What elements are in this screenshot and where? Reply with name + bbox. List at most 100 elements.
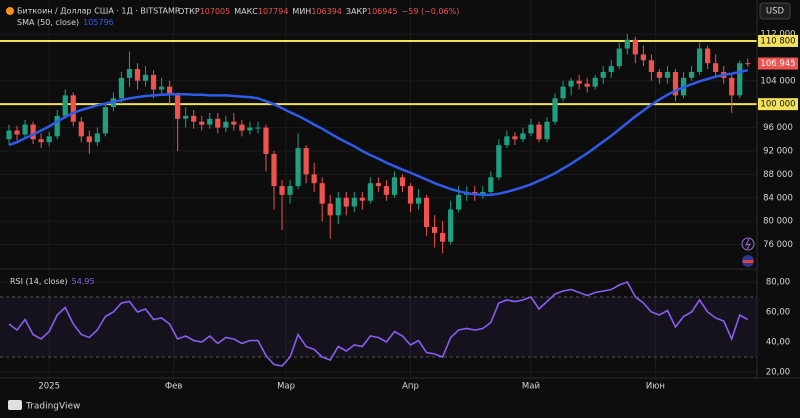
y-tick-label: 96 000 (763, 123, 793, 133)
candle-body (78, 121, 84, 137)
candle-body (576, 80, 582, 84)
y-tick-label: 80,00 (766, 278, 790, 288)
candle-body (440, 232, 446, 242)
brand: TradingView (8, 400, 80, 412)
flag-stripe (743, 260, 753, 263)
y-tick-label: 104 000 (760, 76, 795, 86)
last-price-label: 106 945 (760, 59, 795, 69)
candle-body (448, 209, 454, 242)
x-tick-label: Апр (402, 382, 419, 392)
candle-body (415, 197, 422, 204)
candle-body (705, 48, 711, 64)
sma-value: 105796 (83, 18, 114, 27)
candle-body (367, 183, 373, 201)
candle-body (624, 39, 630, 49)
change: −59 (−0,06%) (402, 7, 460, 16)
y-tick-label: 112 000 (760, 29, 795, 39)
candle-body (295, 148, 301, 187)
candle-body (118, 77, 125, 99)
ohlc-value: 107794 (258, 7, 289, 16)
sma-name: SMA (50, close) (17, 18, 79, 27)
candle-body (399, 177, 406, 187)
candle-body (552, 98, 558, 122)
candle-body (175, 95, 181, 119)
candle-body (745, 63, 751, 65)
currency[interactable]: USD (766, 7, 785, 17)
brand-name: TradingView (25, 402, 80, 412)
rsi-band (0, 297, 757, 357)
x-tick-label: 2025 (38, 382, 60, 392)
candle-body (431, 227, 438, 233)
candle-body (335, 197, 341, 216)
candle-body (86, 136, 92, 143)
symbol: Биткоин / Доллар США · 1Д · BITSTAMP (17, 7, 180, 16)
candle-body (528, 124, 534, 134)
candle-body (688, 71, 695, 78)
candle-body (672, 71, 679, 96)
candle-body (696, 48, 703, 72)
candle-body (54, 115, 60, 137)
ohlc-value: 107005 (200, 7, 231, 16)
x-tick-label: Июн (646, 382, 665, 392)
candle-body (407, 186, 414, 204)
candle-body (14, 130, 20, 135)
x-tick-label: Мар (277, 382, 295, 392)
candle-body (150, 74, 157, 90)
candle-body (239, 124, 245, 131)
rsi-name: RSI (14, close) (10, 277, 68, 286)
candle-body (729, 77, 735, 96)
candle-body (183, 115, 189, 119)
ohlc: ОТКР107005 МАКС107794 МИН106394 ЗАКР106945−… (178, 7, 459, 16)
candle-body (488, 177, 494, 192)
y-tick-label: 40,00 (766, 338, 790, 348)
brand-logo (8, 400, 22, 410)
candle-body (279, 186, 285, 195)
candle-body (600, 71, 606, 78)
candle-body (102, 107, 108, 134)
y-tick-label: 92 000 (763, 146, 793, 156)
candle-body (263, 127, 269, 154)
sma-line (8, 68, 749, 197)
candle-body (584, 83, 590, 87)
candle-body (287, 186, 293, 195)
candle-body (351, 197, 357, 207)
level-label: 110 800 (760, 36, 795, 46)
candle-body (22, 124, 28, 135)
x-tick-label: Май (522, 382, 540, 392)
candle-body (512, 136, 518, 140)
candle-body (737, 63, 743, 96)
candle-body (383, 186, 390, 195)
sma-legend: SMA (50, close) 105796 (17, 18, 114, 27)
currency-button[interactable] (759, 2, 791, 20)
candle-body (664, 71, 671, 78)
candle-body (592, 77, 598, 87)
candle-body (271, 153, 277, 187)
ohlc-label: ЗАКР (346, 7, 367, 16)
x-tick-label: Фев (165, 382, 183, 392)
candle-body (496, 145, 502, 178)
candle-body (536, 124, 542, 140)
symbol-icon (6, 7, 14, 15)
ohlc-label: ОТКР (178, 7, 200, 16)
alert-icon[interactable] (741, 237, 755, 251)
rsi-legend: RSI (14, close) 54,95 (10, 277, 95, 286)
candle-body (247, 127, 253, 131)
y-tick-label: 76 000 (763, 240, 793, 250)
candle-body (423, 197, 430, 228)
candle-body (255, 127, 261, 129)
candle-body (223, 121, 229, 128)
candle-body (94, 133, 100, 143)
candle-body (46, 136, 52, 143)
candle-body (311, 174, 317, 184)
rsi-line (8, 281, 749, 367)
candle-body (343, 197, 349, 207)
rsi-value: 54,95 (72, 277, 95, 286)
candle-body (504, 136, 510, 146)
y-tick-label: 20,00 (766, 368, 790, 378)
ohlc-value: 106945 (367, 7, 398, 16)
y-tick-label: 84 000 (763, 193, 793, 203)
plot (0, 33, 757, 367)
candle-body (167, 86, 173, 96)
last-price-tag (758, 57, 798, 70)
ohlc-value: 106394 (311, 7, 342, 16)
